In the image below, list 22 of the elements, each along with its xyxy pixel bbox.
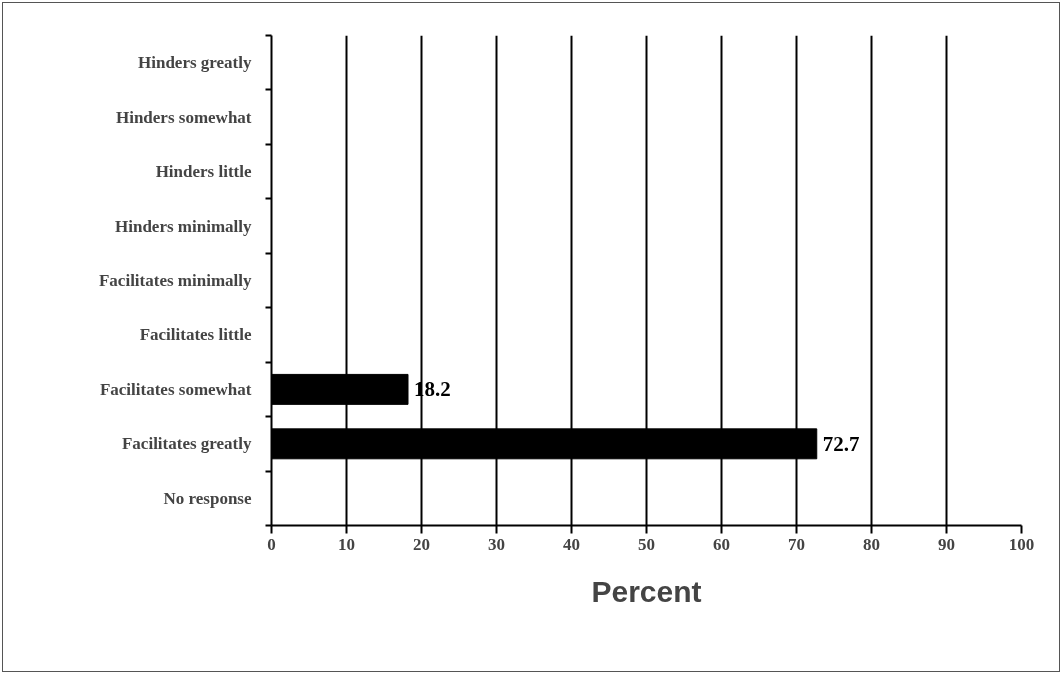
y-tick-label: Facilitates minimally <box>99 271 252 290</box>
x-tick-label: 40 <box>563 534 580 554</box>
y-tick-label: Facilitates somewhat <box>99 379 252 399</box>
y-tick-label: Facilitates little <box>139 325 252 345</box>
y-tick-label: Hinders little <box>155 162 252 182</box>
y-tick-label: Facilitates greatly <box>122 434 252 454</box>
x-tick-label: 90 <box>938 534 955 554</box>
y-tick-label: Hinders minimally <box>115 216 252 236</box>
y-tick-label: Hinders greatly <box>138 53 252 73</box>
x-axis-title: Percent <box>591 574 702 608</box>
x-tick-label: 60 <box>713 534 730 554</box>
x-tick-label: 30 <box>488 534 505 554</box>
x-tick-label: 70 <box>788 534 805 554</box>
x-tick-label: 20 <box>413 534 430 554</box>
x-tick-label: 10 <box>338 534 355 554</box>
data-label: 72.7 <box>822 431 860 456</box>
x-tick-label: 0 <box>267 534 276 554</box>
y-tick-label: No response <box>163 488 252 508</box>
x-tick-label: 100 <box>1008 534 1035 554</box>
y-tick-label: Hinders somewhat <box>115 107 252 127</box>
x-tick-label: 80 <box>863 534 880 554</box>
x-tick-label: 50 <box>638 534 655 554</box>
